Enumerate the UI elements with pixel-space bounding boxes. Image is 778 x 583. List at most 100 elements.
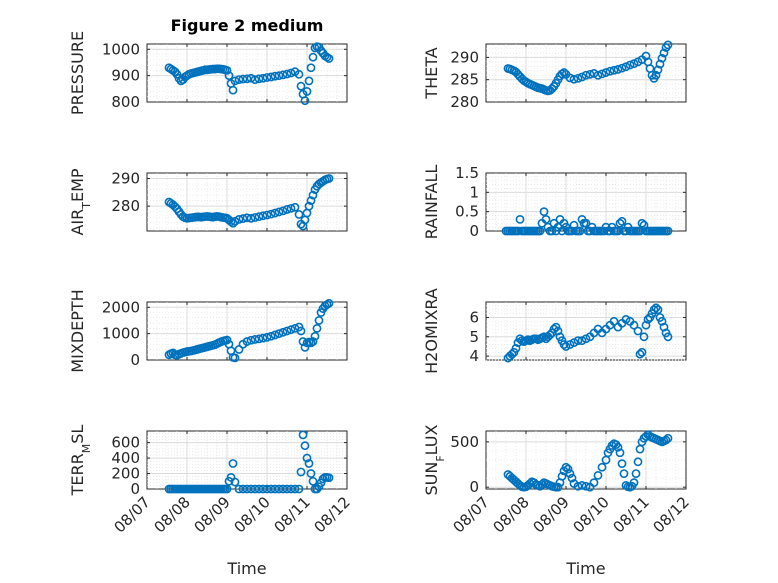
x-axis-label: Time: [565, 559, 605, 578]
data-point: [567, 473, 577, 483]
y-tick-label: 285: [450, 71, 479, 89]
data-point: [661, 435, 671, 445]
x-tick-label: 08/07: [450, 493, 493, 536]
y-tick-label: 290: [111, 170, 140, 188]
y-axis-label: MIXDEPTH: [68, 289, 87, 372]
data-point: [651, 303, 661, 313]
y-tick-label: 800: [111, 93, 140, 111]
data-point: [635, 349, 645, 359]
data-point: [274, 329, 284, 339]
data-point: [286, 325, 296, 335]
y-tick-label: 280: [111, 197, 140, 215]
data-point: [318, 474, 328, 484]
data-point: [300, 441, 310, 451]
y-tick-label: 5: [469, 328, 479, 346]
y-tick-label: 200: [111, 465, 140, 483]
data-point: [262, 210, 272, 220]
y-tick-label: 6: [469, 308, 479, 326]
y-axis-label: PRESSURE: [68, 31, 87, 115]
data-point: [274, 207, 284, 217]
chart-title: Figure 2 medium: [171, 16, 324, 35]
data-point: [246, 484, 256, 494]
x-tick-label: 08/12: [650, 493, 693, 536]
data-point: [569, 74, 579, 84]
y-axis-label: SUNFLUX: [422, 424, 447, 495]
data-point: [507, 349, 517, 359]
y-axis-label: RAINFALL: [422, 165, 441, 240]
plot-area: [146, 43, 348, 103]
data-point: [324, 473, 334, 483]
data-point: [238, 74, 248, 84]
subplot-4: 00.5 11.5 RAINFALL: [422, 164, 687, 240]
y-tick-label: 280: [450, 93, 479, 111]
data-point: [222, 65, 232, 75]
data-point: [306, 469, 316, 478]
data-point: [266, 209, 276, 219]
data-point: [228, 85, 238, 95]
data-point: [615, 218, 625, 228]
x-tick-label: 08/12: [311, 493, 354, 536]
data-point: [653, 305, 663, 315]
data-point: [605, 66, 615, 76]
x-axis-label: Time: [226, 559, 266, 578]
data-point: [242, 213, 252, 223]
x-tick-label: 08/10: [231, 493, 274, 536]
subplot-6: 45 6 H2OMIXRA: [422, 288, 687, 374]
data-point: [663, 332, 673, 342]
data-point: [631, 469, 641, 478]
y-tick-label: 0: [469, 222, 479, 240]
y-tick-label: 1.5: [455, 164, 479, 182]
data-point: [278, 206, 288, 216]
subplot-2: 280 285 290 THETA: [422, 40, 687, 111]
x-tick-label: 08/10: [570, 493, 613, 536]
data-point: [577, 480, 587, 490]
data-point: [224, 71, 234, 81]
data-point: [641, 432, 651, 441]
data-point: [270, 208, 280, 218]
data-point: [559, 68, 569, 77]
y-tick-label: 0: [130, 480, 140, 498]
data-point: [312, 323, 322, 333]
data-point: [294, 484, 304, 494]
data-point: [278, 327, 288, 337]
data-point: [230, 477, 240, 487]
data-point: [617, 459, 627, 469]
data-point: [324, 174, 334, 183]
data-point: [228, 459, 238, 468]
data-point: [324, 298, 334, 308]
y-tick-label: 2000: [102, 298, 140, 316]
data-point: [565, 73, 575, 83]
data-point: [651, 70, 661, 80]
y-tick-label: 290: [450, 48, 479, 66]
data-point: [296, 81, 306, 91]
data-point: [625, 60, 635, 70]
data-point: [515, 214, 525, 224]
data-point: [304, 201, 314, 211]
data-point: [286, 203, 296, 213]
data-point: [633, 457, 643, 467]
data-point: [629, 320, 639, 330]
data-point: [535, 226, 545, 236]
data-point: [541, 214, 551, 224]
data-point: [250, 335, 260, 344]
data-point: [242, 484, 252, 494]
x-tick-label: 08/08: [490, 493, 533, 536]
data-point: [597, 462, 607, 472]
y-tick-label: 4: [469, 347, 479, 365]
data-point: [270, 71, 280, 81]
data-point: [609, 65, 619, 75]
subplot-3: 280 290 AIRTEMP: [68, 168, 348, 236]
data-point: [296, 467, 306, 477]
data-point: [258, 73, 268, 83]
x-tick-label: 08/09: [191, 493, 234, 536]
data-point: [308, 337, 318, 346]
data-point: [302, 453, 312, 463]
data-point: [254, 212, 264, 222]
data-point: [649, 305, 659, 315]
data-point: [593, 70, 603, 80]
data-point: [308, 476, 318, 486]
y-axis-label: TERRMSL: [68, 425, 93, 497]
data-point: [314, 316, 324, 325]
data-point: [242, 337, 252, 346]
data-point: [250, 213, 260, 222]
